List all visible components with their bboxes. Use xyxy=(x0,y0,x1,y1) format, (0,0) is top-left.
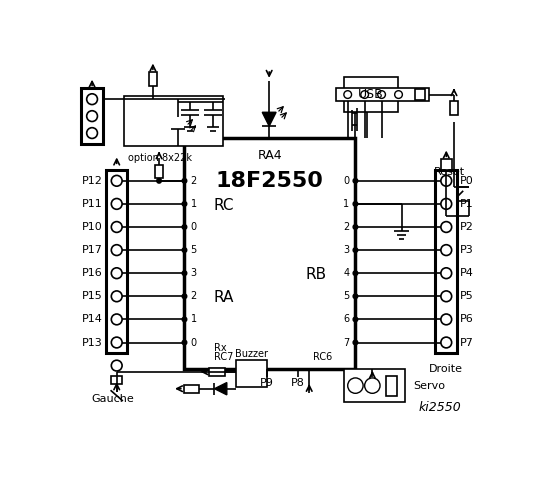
Text: P1: P1 xyxy=(460,199,474,209)
Bar xyxy=(344,370,405,402)
Text: 2: 2 xyxy=(191,176,197,186)
Text: P15: P15 xyxy=(82,291,103,301)
Text: 6: 6 xyxy=(343,314,349,324)
Polygon shape xyxy=(171,117,185,129)
Text: 0: 0 xyxy=(191,222,197,232)
Circle shape xyxy=(182,179,187,183)
Text: P3: P3 xyxy=(460,245,474,255)
Text: RA: RA xyxy=(213,290,234,305)
Circle shape xyxy=(353,248,358,252)
Circle shape xyxy=(182,317,187,322)
Text: P8: P8 xyxy=(291,378,305,388)
Text: P11: P11 xyxy=(82,199,103,209)
Text: 0: 0 xyxy=(343,176,349,186)
Text: Servo: Servo xyxy=(413,381,445,391)
Text: 5: 5 xyxy=(191,245,197,255)
Text: P0: P0 xyxy=(460,176,474,186)
Circle shape xyxy=(182,271,187,276)
Text: USB: USB xyxy=(358,88,384,101)
Text: P14: P14 xyxy=(82,314,103,324)
Circle shape xyxy=(182,294,187,299)
Bar xyxy=(236,360,267,387)
Circle shape xyxy=(182,248,187,252)
Bar xyxy=(155,165,163,179)
Bar xyxy=(336,88,429,101)
Text: 7: 7 xyxy=(343,337,349,348)
Text: P10: P10 xyxy=(82,222,103,232)
Bar xyxy=(344,77,398,111)
Circle shape xyxy=(182,225,187,229)
Bar xyxy=(124,96,223,146)
Polygon shape xyxy=(262,112,276,126)
Bar xyxy=(386,376,397,396)
Text: 4: 4 xyxy=(343,268,349,278)
Text: 1: 1 xyxy=(343,199,349,209)
Text: Rx: Rx xyxy=(213,343,226,353)
Circle shape xyxy=(182,340,187,345)
Text: ki2550: ki2550 xyxy=(419,401,462,414)
Text: 18F2550: 18F2550 xyxy=(216,171,324,191)
Bar xyxy=(149,72,156,86)
Text: Gauche: Gauche xyxy=(91,394,134,404)
Text: 2: 2 xyxy=(343,222,349,232)
Text: P4: P4 xyxy=(460,268,474,278)
Text: 3: 3 xyxy=(191,268,197,278)
Text: RC6: RC6 xyxy=(313,352,332,362)
Text: P16: P16 xyxy=(82,268,103,278)
Circle shape xyxy=(353,179,358,183)
Bar xyxy=(185,138,356,370)
Bar xyxy=(111,376,122,384)
Text: 1: 1 xyxy=(191,314,197,324)
Bar xyxy=(450,101,458,115)
Bar xyxy=(81,88,103,144)
Text: 1: 1 xyxy=(191,199,197,209)
Bar xyxy=(209,368,225,376)
Text: Droite: Droite xyxy=(429,364,463,374)
Circle shape xyxy=(353,317,358,322)
Text: P7: P7 xyxy=(460,337,474,348)
Bar xyxy=(415,89,425,100)
Text: P17: P17 xyxy=(82,245,103,255)
Text: RA4: RA4 xyxy=(258,149,282,162)
Text: P13: P13 xyxy=(82,337,103,348)
Bar xyxy=(436,170,457,353)
Circle shape xyxy=(353,294,358,299)
Polygon shape xyxy=(215,383,227,395)
Circle shape xyxy=(353,340,358,345)
Circle shape xyxy=(182,202,187,206)
Bar xyxy=(441,159,452,170)
Text: 5: 5 xyxy=(343,291,349,301)
Text: P2: P2 xyxy=(460,222,474,232)
Text: Reset: Reset xyxy=(434,167,465,177)
Text: RC: RC xyxy=(213,198,234,213)
Bar xyxy=(184,385,199,393)
Circle shape xyxy=(353,202,358,206)
Text: 3: 3 xyxy=(343,245,349,255)
Text: P5: P5 xyxy=(460,291,474,301)
Text: option 8x22k: option 8x22k xyxy=(128,153,192,163)
Text: P12: P12 xyxy=(82,176,103,186)
Text: P9: P9 xyxy=(260,378,274,388)
Text: 0: 0 xyxy=(191,337,197,348)
Text: RC7: RC7 xyxy=(213,352,233,362)
Circle shape xyxy=(353,225,358,229)
Text: RB: RB xyxy=(305,267,326,282)
Circle shape xyxy=(353,271,358,276)
Circle shape xyxy=(156,179,161,183)
Bar xyxy=(106,170,128,353)
Text: 2: 2 xyxy=(191,291,197,301)
Text: Buzzer: Buzzer xyxy=(235,349,268,359)
Text: P6: P6 xyxy=(460,314,474,324)
